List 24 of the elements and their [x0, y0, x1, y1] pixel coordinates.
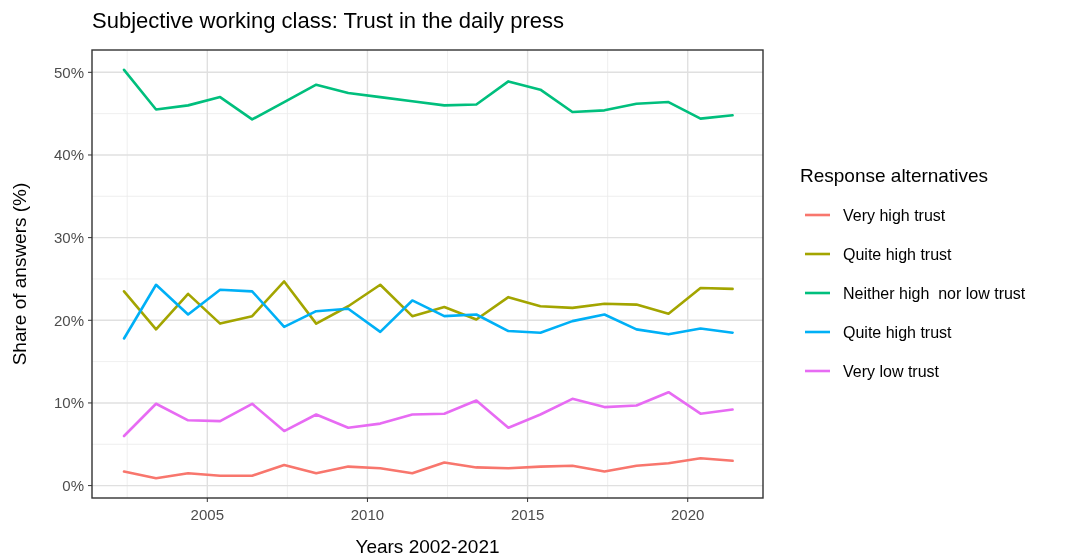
line-series	[122, 280, 734, 331]
line-series	[122, 283, 734, 340]
x-tick-label: 2005	[190, 506, 224, 523]
legend-title: Response alternatives	[800, 165, 988, 186]
y-tick-label: 20%	[53, 311, 84, 329]
legend-label: Quite high trust	[843, 323, 953, 341]
y-tick-label: 40%	[53, 146, 84, 164]
legend-label: Neither high nor low trust	[843, 284, 1026, 302]
line-series	[122, 390, 734, 438]
x-axis-title: Years 2002-2021	[355, 536, 500, 557]
y-tick-label: 10%	[53, 394, 84, 412]
legend-label: Quite high trust	[843, 245, 953, 263]
y-tick-label: 0%	[62, 476, 84, 494]
y-tick-label: 30%	[53, 228, 84, 246]
x-tick-label: 2010	[350, 506, 385, 523]
x-tick-label: 2020	[671, 506, 705, 523]
legend-label: Very low trust	[843, 362, 940, 380]
y-axis-title: Share of answers (%)	[9, 182, 30, 366]
line-series	[122, 68, 734, 121]
chart-title: Subjective working class: Trust in the daily press	[92, 8, 564, 33]
legend-label: Very high trust	[843, 206, 946, 224]
x-tick-label: 2015	[510, 506, 545, 523]
y-tick-label: 50%	[53, 63, 84, 81]
line-series	[122, 457, 734, 480]
